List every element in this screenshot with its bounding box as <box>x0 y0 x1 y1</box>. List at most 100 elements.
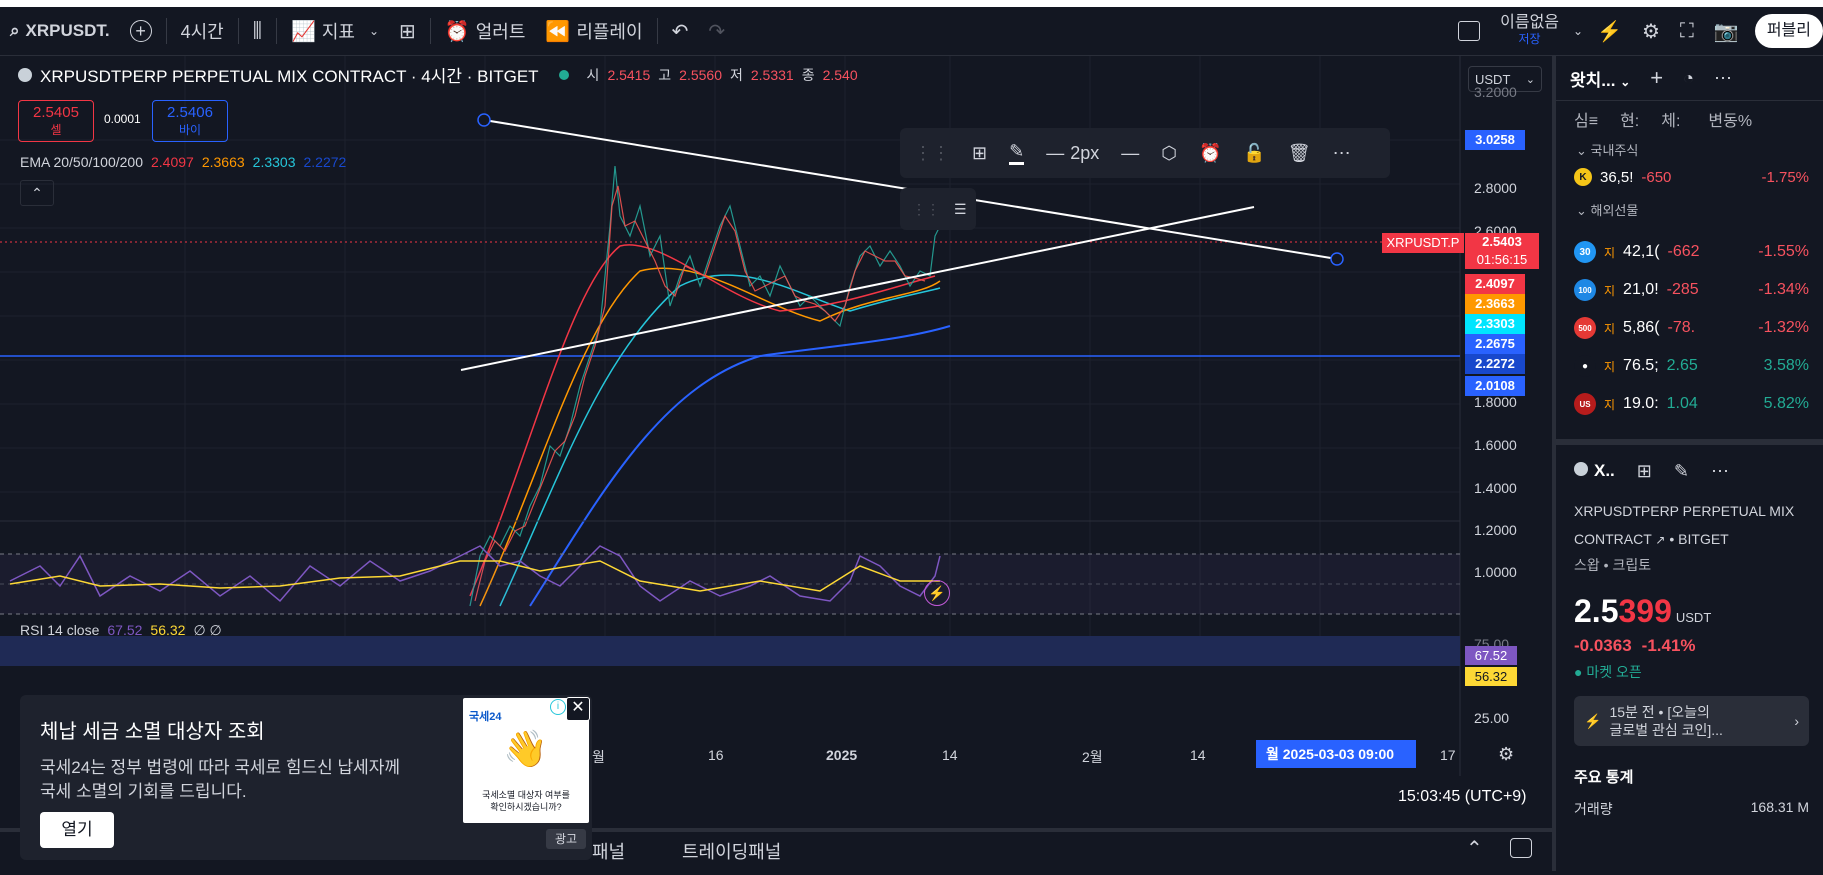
ad-info-icon[interactable]: i <box>550 699 566 715</box>
buy-button[interactable]: 2.5406 바이 <box>152 100 228 142</box>
col-change[interactable]: 체: <box>1661 113 1681 130</box>
news-text: 15분 전 • [오늘의 글로벌 관심 코인]... <box>1609 703 1786 739</box>
more-icon[interactable]: ⋯ <box>1710 460 1729 481</box>
layout-menu-chevron[interactable]: ⌄ <box>1569 7 1587 55</box>
redo-button[interactable]: ↷ <box>698 7 735 55</box>
trendline-lower <box>460 206 1255 371</box>
details-symbol-text: X.. <box>1594 461 1615 480</box>
add-alert-icon[interactable]: ⏰ <box>1198 142 1222 163</box>
rsi-legend[interactable]: RSI 14 close 67.52 56.32 ∅ ∅ <box>20 622 222 639</box>
col-change-pct[interactable]: 변동% <box>1708 113 1753 130</box>
ohlc-open: 2.5415 <box>607 66 651 83</box>
watchlist-group[interactable]: ⌄ 국내주식 <box>1576 143 1639 158</box>
news-card[interactable]: ⚡ 15분 전 • [오늘의 글로벌 관심 코인]... › <box>1574 696 1809 746</box>
watchlist-row[interactable]: 500 지 5,86( -78. -1.32% <box>1556 309 1823 347</box>
row-change: -285 <box>1666 281 1699 298</box>
line-width-button[interactable]: —2px <box>1046 143 1099 164</box>
clock-label[interactable]: 15:03:45 (UTC+9) <box>1398 788 1527 805</box>
pie-chart-icon[interactable]: ◔ <box>1683 67 1694 88</box>
replay-button[interactable]: ⏪ 리플레이 <box>535 7 652 55</box>
snapshot-button[interactable]: 📷 <box>1704 7 1749 55</box>
price-tick: 1.8000 <box>1474 394 1517 410</box>
panel-divider[interactable] <box>1556 439 1823 445</box>
collapse-panel-button[interactable]: ⌃ <box>1466 836 1483 861</box>
publish-button[interactable]: 퍼블리 <box>1754 14 1823 48</box>
watchlist-row[interactable]: ● 지 76.5; 2.65 3.58% <box>1556 347 1823 385</box>
compare-add-button[interactable]: + <box>120 7 162 55</box>
layout-toggle-button[interactable] <box>1448 7 1490 55</box>
maximize-panel-button[interactable] <box>1510 838 1532 858</box>
more-icon[interactable]: ⋯ <box>1332 142 1351 163</box>
indicators-button[interactable]: 📈 지표 ⌄ <box>281 7 389 55</box>
watchlist-row[interactable]: US 지 19.0: 1.04 5.82% <box>1556 385 1823 423</box>
edit-icon[interactable]: ✎ <box>1673 460 1689 481</box>
alarm-clock-icon: ⏰ <box>444 20 470 43</box>
symbol-logo-icon <box>18 67 32 82</box>
grid-icon[interactable]: ⊞ <box>1636 460 1652 481</box>
tab-panel[interactable]: 패널 <box>592 842 626 862</box>
ema20-price-label: 2.4097 <box>1465 274 1525 294</box>
details-change: -0.0363 -1.41% <box>1556 630 1823 656</box>
trash-icon[interactable]: 🗑 <box>1287 142 1311 163</box>
watchlist-row[interactable]: 30 지 42,1( -662 -1.55% <box>1556 233 1823 271</box>
chart-type-button[interactable]: ⫼ <box>243 7 272 55</box>
col-symbol[interactable]: 심≡ <box>1574 113 1599 130</box>
ohlc-high: 2.5560 <box>679 66 722 83</box>
legend-title: XRPUSDTPERP PERPETUAL MIX CONTRACT · 4시간… <box>40 67 539 86</box>
redo-icon: ↷ <box>708 20 726 43</box>
hand-icon: 👋 <box>503 728 548 769</box>
volume-row: 거래량 168.31 M <box>1556 787 1823 819</box>
line-color-icon[interactable]: ✎ <box>1009 141 1025 165</box>
tab-trading-panel[interactable]: 트레이딩패널 <box>682 842 782 862</box>
settings-icon[interactable]: ⬡ <box>1161 142 1177 163</box>
ema20-line <box>469 244 936 597</box>
chart-canvas[interactable] <box>0 56 1552 871</box>
time-axis-settings-icon[interactable]: ⚙ <box>1498 744 1515 764</box>
col-last[interactable]: 현: <box>1620 113 1640 130</box>
drag-handle-icon[interactable]: ⋮⋮ <box>914 142 950 163</box>
ad-popup[interactable]: 체납 세금 소멸 대상자 조회 국세24는 정부 법령에 따라 국세로 힘드신 … <box>20 695 592 860</box>
settings-button[interactable]: ⚙ <box>1632 7 1670 55</box>
watchlist-group[interactable]: ⌄ 해외선물 <box>1576 203 1639 218</box>
currency-select[interactable]: USDT ⌄ <box>1468 66 1542 92</box>
divider <box>165 18 167 44</box>
layout-name-button[interactable]: 이름없음 저장 <box>1490 7 1569 55</box>
more-icon[interactable]: ⋯ <box>1713 67 1732 88</box>
undo-button[interactable]: ↶ <box>662 7 699 55</box>
layouts-button[interactable]: ⊞ <box>389 7 426 55</box>
price-tick: 1.2000 <box>1474 522 1517 538</box>
currency-value: USDT <box>1475 72 1511 87</box>
fullscreen-button[interactable]: ⛶ <box>1670 7 1704 55</box>
line-style-icon[interactable]: — <box>1121 142 1140 163</box>
time-tick: 17 <box>1440 747 1456 763</box>
time-axis-bar <box>0 636 1460 666</box>
object-tree-toolbar[interactable]: ⋮⋮ ☰ <box>900 188 976 230</box>
rsi-value: 67.52 <box>107 622 143 638</box>
external-link-icon[interactable]: ↗ <box>1655 533 1666 547</box>
top-toolbar: ⌕ XRPUSDT. + 4시간 ⫼ 📈 지표 ⌄ ⊞ ⏰ 얼러트 ⏪ 리플레이… <box>0 7 1823 56</box>
ad-open-button[interactable]: 열기 <box>40 812 114 848</box>
watchlist-title[interactable]: 왓치... ⌄ <box>1570 66 1630 91</box>
lock-icon[interactable]: 🔓 <box>1243 142 1266 163</box>
ad-close-button[interactable]: ✕ <box>566 697 590 721</box>
ema100-price-label: 2.3303 <box>1465 314 1525 334</box>
lightning-event-icon[interactable]: ⚡ <box>924 580 950 606</box>
watchlist-row[interactable]: 100 지 21,0! -285 -1.34% <box>1556 271 1823 309</box>
interval-button[interactable]: 4시간 <box>171 7 234 55</box>
row-change-pct: 3.58% <box>1763 357 1809 374</box>
ad-tag: 광고 <box>546 829 586 849</box>
chart-pane[interactable]: XRPUSDTPERP PERPETUAL MIX CONTRACT · 4시간… <box>0 56 1552 875</box>
symbol-logo-icon: K <box>1574 168 1592 186</box>
time-tick: 2025 <box>826 747 858 763</box>
watchlist-row[interactable]: K 36,5! -650 -1.75% <box>1556 165 1823 189</box>
sell-button[interactable]: 2.5405 셀 <box>18 100 94 142</box>
templates-icon[interactable]: ⊞ <box>972 142 988 163</box>
details-symbol[interactable]: X.. <box>1574 461 1615 481</box>
ema-legend[interactable]: EMA 20/50/100/200 2.4097 2.3663 2.3303 2… <box>20 154 346 170</box>
group-label: 국내주식 <box>1590 143 1639 158</box>
symbol-search[interactable]: ⌕ XRPUSDT. <box>0 7 120 55</box>
add-symbol-icon[interactable]: + <box>1650 65 1664 90</box>
alert-button[interactable]: ⏰ 얼러트 <box>435 7 536 55</box>
quick-search-button[interactable]: ⚡ <box>1587 7 1632 55</box>
collapse-legend-button[interactable]: ⌃ <box>20 180 54 206</box>
